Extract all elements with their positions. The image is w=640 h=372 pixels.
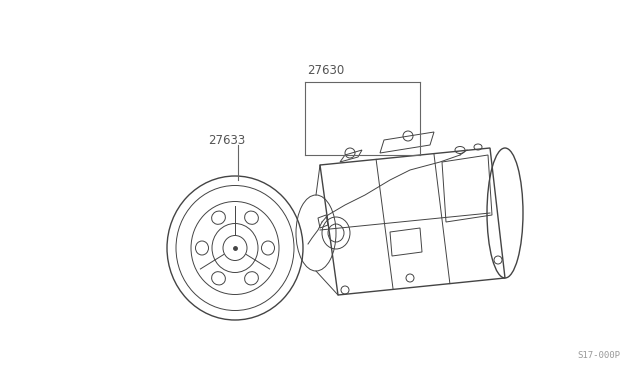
Text: 27630: 27630 (307, 64, 344, 77)
Text: 27633: 27633 (208, 134, 245, 147)
Text: S17-000P: S17-000P (577, 351, 620, 360)
